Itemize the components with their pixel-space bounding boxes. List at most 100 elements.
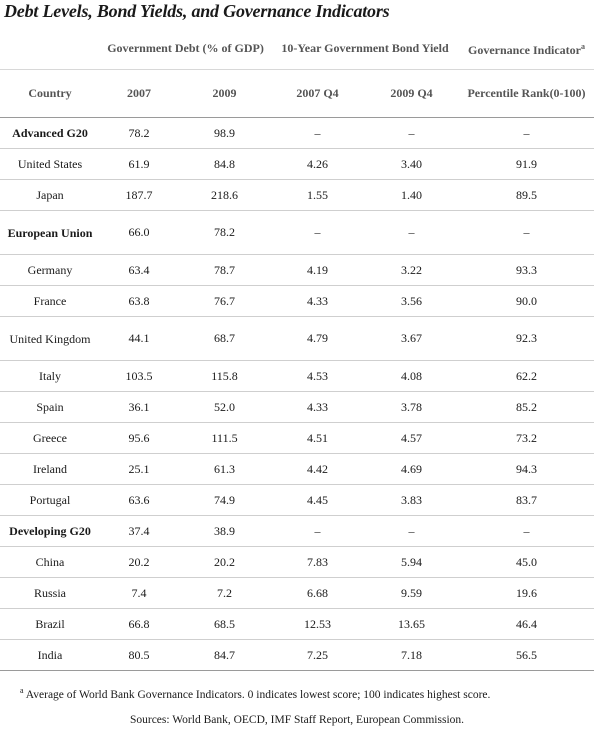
cell-debt-2007: 66.8	[128, 616, 150, 631]
table-row: Spain 36.1 52.0 4.33 3.78 85.2	[0, 391, 594, 423]
cell-bond-2007: 4.33	[307, 399, 329, 414]
header-percentile-rank: Percentile Rank(0-100)	[459, 70, 594, 118]
cell-governance: 46.4	[516, 616, 538, 631]
table-row: Brazil 66.8 68.5 12.53 13.65 46.4	[0, 608, 594, 640]
cell-debt-2009: 84.8	[214, 156, 235, 171]
cell-bond-2009: 4.57	[401, 430, 423, 445]
table-row: Ireland 25.1 61.3 4.42 4.69 94.3	[0, 453, 594, 485]
cell-bond-2009: 1.40	[401, 187, 423, 202]
cell-country: France	[33, 294, 67, 308]
cell-bond-2007: –	[314, 125, 321, 140]
cell-bond-2007: 7.25	[307, 647, 329, 662]
cell-bond-2007: 4.33	[307, 293, 329, 308]
header-debt-2009: 2009	[212, 86, 237, 100]
sources-note: Sources: World Bank, OECD, IMF Staff Rep…	[129, 714, 465, 726]
footnote-marker: a	[581, 41, 586, 51]
cell-debt-2007: 37.4	[128, 523, 150, 538]
cell-bond-2007: 4.51	[307, 430, 329, 445]
cell-bond-2007: 4.45	[307, 492, 329, 507]
page-title: Debt Levels, Bond Yields, and Governance…	[4, 1, 390, 21]
cell-debt-2007: 7.4	[131, 585, 147, 600]
header-debt-2007: 2007	[127, 86, 151, 100]
cell-bond-2009: 4.08	[401, 368, 423, 383]
cell-debt-2007: 63.8	[128, 293, 150, 308]
cell-governance: –	[523, 523, 530, 538]
cell-country: Italy	[39, 369, 61, 383]
cell-governance: 92.3	[516, 331, 538, 345]
cell-debt-2009: 84.7	[214, 647, 235, 662]
cell-country: European Union	[7, 225, 93, 240]
table-row: Portugal 63.6 74.9 4.45 3.83 83.7	[0, 484, 594, 516]
cell-debt-2009: 78.7	[214, 262, 235, 277]
cell-bond-2007: –	[314, 523, 321, 538]
cell-country: Ireland	[33, 462, 67, 476]
cell-bond-2007: 4.53	[307, 368, 329, 383]
header-spacer	[0, 27, 100, 70]
cell-debt-2009: 68.5	[214, 616, 235, 631]
cell-debt-2009: 78.2	[214, 225, 235, 239]
cell-governance: 19.6	[516, 585, 538, 600]
cell-governance: 56.5	[516, 647, 538, 662]
cell-country: Brazil	[35, 617, 65, 631]
table-row: United States 61.9 84.8 4.26 3.40 91.9	[0, 148, 594, 180]
cell-bond-2007: 4.26	[307, 156, 329, 171]
cell-bond-2007: 6.68	[307, 585, 329, 600]
cell-governance: 83.7	[516, 492, 538, 507]
cell-debt-2009: 61.3	[214, 461, 235, 476]
cell-bond-2009: 3.56	[401, 293, 423, 308]
header-row-groups: Government Debt (% of GDP) 10-Year Gover…	[0, 27, 594, 70]
cell-bond-2007: 7.83	[307, 554, 329, 569]
footnote-marker: a	[20, 686, 24, 695]
cell-debt-2007: 63.4	[128, 262, 150, 277]
cell-debt-2009: 111.5	[211, 430, 238, 445]
cell-country: Greece	[33, 431, 67, 445]
cell-debt-2007: 25.1	[128, 461, 150, 476]
header-governance-text: Governance Indicator	[468, 42, 582, 57]
cell-bond-2009: 3.67	[401, 331, 423, 345]
cell-debt-2009: 38.9	[214, 523, 235, 538]
cell-bond-2009: 4.69	[401, 461, 423, 476]
cell-country: India	[37, 648, 63, 662]
table-row: China 20.2 20.2 7.83 5.94 45.0	[0, 546, 594, 578]
cell-bond-2007: 4.19	[307, 262, 329, 277]
cell-governance: 91.9	[516, 156, 538, 171]
cell-debt-2007: 187.7	[125, 187, 153, 202]
cell-bond-2009: 3.78	[401, 399, 423, 414]
table-row: India 80.5 84.7 7.25 7.18 56.5	[0, 639, 594, 671]
header-government-debt: Government Debt (% of GDP)	[107, 40, 264, 55]
cell-debt-2007: 44.1	[128, 331, 150, 345]
cell-bond-2007: 1.55	[307, 187, 329, 202]
cell-bond-2009: –	[408, 125, 415, 140]
cell-country: China	[35, 555, 65, 569]
cell-country: Advanced G20	[12, 126, 88, 140]
header-governance-indicator: Governance Indicatora	[459, 27, 594, 70]
cell-debt-2009: 68.7	[214, 331, 235, 345]
header-bond-2007-q4: 2007 Q4	[296, 86, 339, 100]
cell-debt-2007: 103.5	[125, 368, 153, 383]
table-row: Advanced G20 78.2 98.9 – – –	[0, 117, 594, 149]
cell-bond-2009: 3.83	[401, 492, 423, 507]
header-country: Country	[28, 86, 72, 100]
cell-country: United States	[17, 157, 83, 171]
footnote: a Average of World Bank Governance Indic…	[20, 686, 590, 701]
cell-debt-2009: 98.9	[214, 125, 235, 140]
table-row: France 63.8 76.7 4.33 3.56 90.0	[0, 285, 594, 317]
cell-debt-2009: 74.9	[214, 492, 235, 507]
cell-country: United Kingdom	[9, 331, 91, 346]
cell-governance: 62.2	[516, 368, 538, 383]
cell-country: Portugal	[29, 493, 71, 507]
cell-country: Spain	[36, 400, 64, 414]
table-row: European Union 66.0 78.2 – – –	[0, 210, 594, 255]
cell-governance: 45.0	[516, 554, 538, 569]
cell-bond-2007: 12.53	[304, 616, 332, 631]
cell-debt-2009: 218.6	[211, 187, 238, 202]
header-bond-2009-q4: 2009 Q4	[390, 86, 433, 100]
header-bond-yield: 10-Year Government Bond Yield	[281, 40, 449, 55]
header-percentile-rank-text: Percentile Rank(0-100)	[467, 86, 586, 100]
table-row: Japan 187.7 218.6 1.55 1.40 89.5	[0, 179, 594, 211]
table-row: Greece 95.6 111.5 4.51 4.57 73.2	[0, 422, 594, 454]
cell-bond-2007: 4.42	[307, 461, 329, 476]
cell-debt-2007: 78.2	[128, 125, 150, 140]
cell-debt-2009: 76.7	[214, 293, 235, 308]
